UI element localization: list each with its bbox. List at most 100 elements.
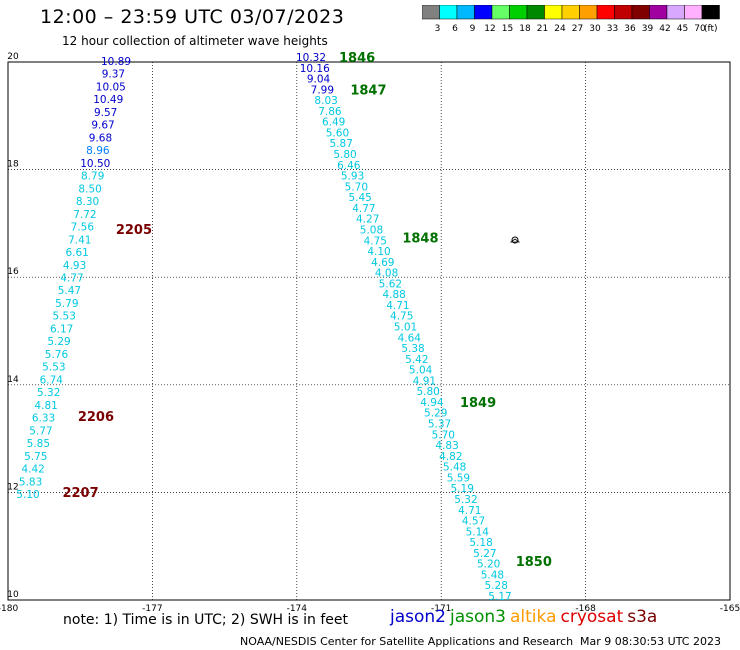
wave-height-value: 5.70: [345, 181, 368, 193]
satellite-legend: jason2 jason3 altika cryosat s3a: [390, 607, 661, 627]
wave-height-value: 9.67: [91, 120, 114, 132]
wave-height-value: 4.71: [458, 505, 481, 517]
wave-height-value: 5.87: [330, 138, 353, 150]
wave-height-value: 6.46: [337, 160, 361, 172]
wave-height-value: 5.47: [58, 285, 81, 297]
y-tick-label: 20: [7, 52, 19, 62]
scale-swatch: [701, 5, 720, 20]
scale-label: 39: [642, 24, 654, 34]
scale-label: 70: [694, 24, 706, 34]
footer-note: note: 1) Time is in UTC; 2) SWH is in fe…: [63, 612, 349, 628]
satellite-label-jason3: jason3: [450, 607, 506, 627]
satellite-label-cryosat: cryosat: [560, 607, 624, 627]
pass-time-label: 1847: [350, 83, 386, 98]
scale-label: 30: [589, 24, 601, 34]
wave-height-value: 4.08: [375, 268, 398, 280]
wave-height-value: 5.48: [443, 462, 466, 474]
y-tick-label: 14: [7, 375, 19, 385]
pass-time-label: 2206: [78, 410, 114, 425]
scale-label: 27: [572, 24, 583, 34]
generated-time: Mar 9 08:30:53 UTC 2023: [580, 635, 721, 648]
wave-height-value: 4.75: [390, 311, 413, 323]
scale-label: 24: [554, 24, 566, 34]
wave-height-value: 5.14: [466, 526, 490, 538]
scale-label: 6: [452, 24, 458, 34]
pass-time-label: 1848: [402, 232, 438, 247]
x-tick-label: -171: [431, 604, 451, 614]
wave-height-value: 4.57: [462, 516, 485, 528]
wave-height-value: 5.29: [47, 336, 70, 348]
wave-height-value: 5.62: [379, 278, 402, 290]
y-tick-label: 10: [7, 590, 19, 600]
wave-height-value: 10.49: [93, 94, 123, 106]
scale-label: 33: [607, 24, 618, 34]
scale-label: 36: [624, 24, 636, 34]
wave-height-value: 5.59: [447, 472, 470, 484]
wave-height-value: 4.10: [367, 246, 390, 258]
wave-height-value: 4.77: [60, 273, 83, 285]
wave-height-value: 4.64: [398, 332, 422, 344]
wave-height-value: 4.69: [371, 257, 394, 269]
wave-height-value: 5.38: [401, 343, 424, 355]
wave-height-value: 5.01: [394, 322, 417, 334]
wave-height-value: 5.53: [42, 362, 65, 374]
wave-height-value: 5.53: [53, 311, 76, 323]
wave-height-value: 4.27: [356, 214, 379, 226]
wave-height-value: 9.68: [89, 132, 112, 144]
wave-height-value: 4.94: [420, 397, 444, 409]
y-tick-label: 18: [7, 160, 19, 170]
wave-height-value: 5.75: [24, 451, 47, 463]
wave-height-value: 4.77: [352, 203, 375, 215]
satellite-label-jason2: jason2: [390, 607, 446, 627]
wave-height-value: 5.80: [416, 386, 439, 398]
wave-height-value: 6.33: [32, 413, 55, 425]
wave-height-value: 5.77: [29, 425, 52, 437]
wave-height-value: 10.50: [80, 158, 110, 170]
wave-height-value: 4.83: [435, 440, 458, 452]
wave-height-value: 5.85: [27, 438, 50, 450]
wave-height-value: 5.42: [405, 354, 428, 366]
scale-label: 3: [435, 24, 441, 34]
x-tick-label: -174: [287, 604, 308, 614]
wave-height-value: 6.49: [322, 117, 345, 129]
wave-height-value: 8.96: [86, 145, 110, 157]
wave-height-value: 9.04: [307, 74, 331, 86]
scale-label: 42: [659, 24, 670, 34]
x-tick-label: -177: [142, 604, 162, 614]
wave-height-value: 5.32: [37, 387, 60, 399]
scale-label: 12: [484, 24, 495, 34]
pass-time-label: 1846: [339, 51, 375, 66]
scale-label: 45: [677, 24, 688, 34]
wave-height-value: 8.79: [81, 171, 104, 183]
wave-height-value: 7.72: [73, 209, 96, 221]
wave-height-value: 5.45: [348, 192, 371, 204]
credit-text: NOAA/NESDIS Center for Satellite Applica…: [240, 635, 574, 648]
wave-height-value: 4.81: [34, 400, 57, 412]
wave-height-value: 4.82: [439, 451, 462, 463]
scale-label: 21: [537, 24, 548, 34]
color-scale-legend: 3 6 9 12 15 18 21 24 27 30 33 36 39 42 45 70(ft): [422, 5, 720, 34]
wave-height-value: 6.17: [50, 323, 73, 335]
x-tick-label: -168: [575, 604, 596, 614]
station-marker: [509, 236, 521, 244]
wave-height-value: 4.75: [364, 235, 387, 247]
scale-label: 9: [470, 24, 476, 34]
scale-label: 18: [519, 24, 531, 34]
wave-height-value: 5.10: [16, 489, 39, 501]
wave-height-value: 4.91: [413, 375, 436, 387]
wave-height-value: 5.60: [326, 127, 349, 139]
wave-height-value: 10.05: [96, 81, 126, 93]
wave-height-value: 4.88: [382, 289, 405, 301]
wave-height-value: 9.57: [94, 107, 117, 119]
wave-height-value: 10.89: [101, 56, 131, 68]
satellite-label-s3a: s3a: [627, 607, 658, 627]
pass-time-label: 1850: [516, 555, 552, 570]
pass-time-label: 1849: [460, 396, 496, 411]
wave-height-value: 5.93: [341, 171, 364, 183]
y-tick-label: 16: [7, 267, 19, 277]
y-tick-label: 12: [7, 482, 18, 492]
wave-height-value: 7.56: [71, 222, 95, 234]
wave-height-value: 5.27: [473, 548, 496, 560]
wave-height-value: 5.80: [333, 149, 356, 161]
